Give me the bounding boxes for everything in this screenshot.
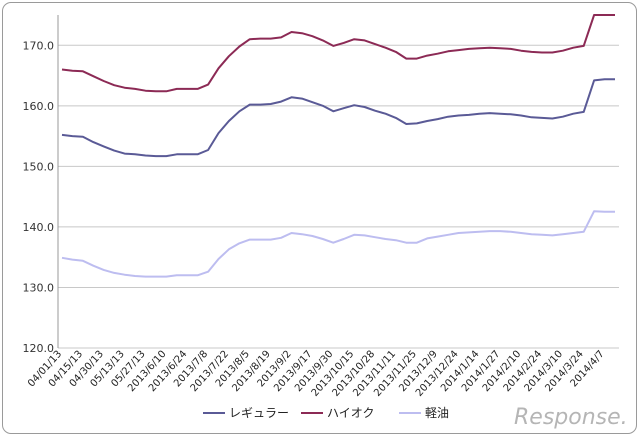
y-tick-label: 170.0 (23, 39, 55, 52)
series-line-3 (61, 210, 615, 278)
y-tick-label: 140.0 (23, 221, 55, 234)
response-watermark: Response. (514, 405, 628, 430)
series-line-1 (61, 78, 615, 158)
x-axis-tick-labels: 04/01/1304/15/1304/30/1305/13/1305/27/13… (26, 349, 607, 399)
series-line-2 (61, 14, 615, 93)
y-tick-label: 150.0 (23, 160, 55, 173)
y-tick-label: 120.0 (23, 342, 55, 355)
legend-label-2: ハイオク (327, 406, 375, 420)
legend-label-3: 軽油 (425, 406, 449, 420)
y-axis-tick-labels: 120.0 130.0 140.0 150.0 160.0 170.0 (23, 39, 55, 355)
chart-legend: レギュラー ハイオク 軽油 (203, 406, 449, 420)
chart-series (61, 14, 615, 278)
chart-gridlines (57, 15, 619, 349)
y-tick-label: 160.0 (23, 100, 55, 113)
legend-label-1: レギュラー (229, 406, 289, 420)
y-tick-label: 130.0 (23, 281, 55, 294)
